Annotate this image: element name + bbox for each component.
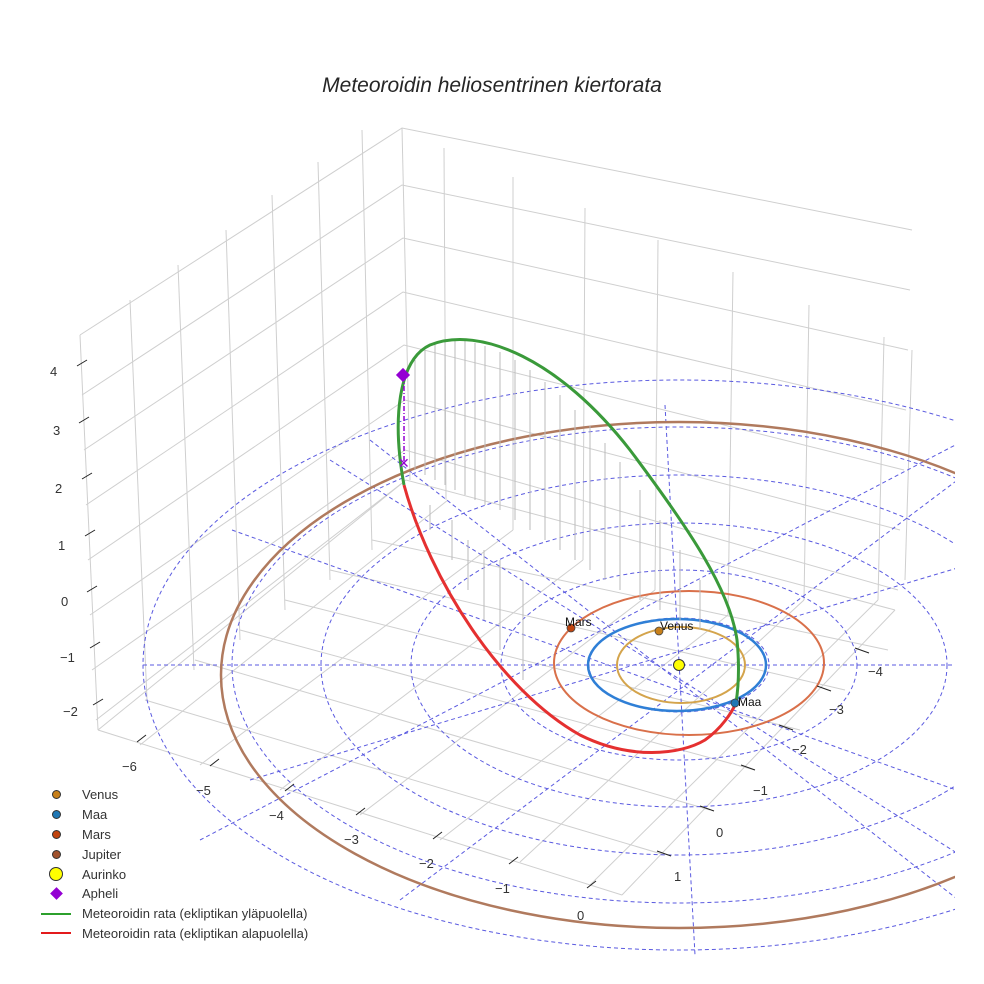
x-axis: −6 −5 −4 −3 −2 −1 0 xyxy=(122,734,597,923)
venus-circle-icon xyxy=(51,790,61,800)
back-pane-grid xyxy=(79,127,913,896)
svg-text:−3: −3 xyxy=(829,702,844,717)
svg-text:0: 0 xyxy=(577,908,584,923)
z-axis: 4 3 2 1 0 −1 −2 xyxy=(50,359,104,719)
svg-text:−2: −2 xyxy=(63,704,78,719)
svg-text:−4: −4 xyxy=(868,664,883,679)
planets: Mars Venus Maa xyxy=(565,615,762,709)
mars-label: Mars xyxy=(565,615,592,629)
sun-marker xyxy=(673,659,685,671)
planet-orbits xyxy=(219,420,955,930)
legend-item-maa[interactable]: Maa xyxy=(38,805,308,825)
mars-marker xyxy=(566,623,576,633)
earth-circle-icon xyxy=(51,810,61,820)
red-line-icon xyxy=(41,932,71,935)
venus-marker xyxy=(654,626,664,636)
jupiter-orbit xyxy=(219,420,955,930)
orbit-drop-lines xyxy=(414,340,701,680)
orbit-below-ecliptic xyxy=(402,484,738,754)
meteoroid-orbit xyxy=(396,338,741,754)
svg-text:−5: −5 xyxy=(196,783,211,798)
legend-item-venus[interactable]: Venus xyxy=(38,785,308,805)
legend-item-orbit-below[interactable]: Meteoroidin rata (ekliptikan alapuolella… xyxy=(38,924,308,944)
svg-text:−2: −2 xyxy=(792,742,807,757)
aphelion-diamond-icon xyxy=(395,367,411,383)
aphelion-marker-group: ✕ xyxy=(395,367,411,472)
green-line-icon xyxy=(41,912,71,915)
svg-text:−4: −4 xyxy=(269,808,284,823)
earth-orbit xyxy=(586,617,768,713)
legend-item-jupiter[interactable]: Jupiter xyxy=(38,844,308,864)
venus-orbit xyxy=(616,626,746,704)
legend: Venus Maa Mars Jupiter Aurinko Apheli Me… xyxy=(38,785,308,943)
svg-text:−2: −2 xyxy=(419,856,434,871)
chart-title: Meteoroidin heliosentrinen kiertorata xyxy=(322,74,662,97)
jupiter-circle-icon xyxy=(51,849,61,859)
svg-text:3: 3 xyxy=(53,423,60,438)
mars-orbit xyxy=(553,590,825,736)
svg-text:0: 0 xyxy=(716,825,723,840)
orbit-above-ecliptic xyxy=(396,338,741,704)
svg-text:−1: −1 xyxy=(753,783,768,798)
svg-text:1: 1 xyxy=(58,538,65,553)
legend-item-aurinko[interactable]: Aurinko xyxy=(38,864,308,884)
legend-item-orbit-above[interactable]: Meteoroidin rata (ekliptikan yläpuolella… xyxy=(38,904,308,924)
ecliptic-reference-grid xyxy=(142,379,955,956)
svg-text:−1: −1 xyxy=(495,881,510,896)
legend-item-apheli[interactable]: Apheli xyxy=(38,884,308,904)
aphelion-diamond-icon xyxy=(49,887,63,901)
svg-text:0: 0 xyxy=(61,594,68,609)
svg-text:−1: −1 xyxy=(60,650,75,665)
svg-text:1: 1 xyxy=(674,869,681,884)
svg-text:4: 4 xyxy=(50,364,57,379)
y-axis: −4 −3 −2 −1 0 1 xyxy=(656,647,883,884)
earth-marker xyxy=(730,698,740,708)
aphelion-projection-x-icon: ✕ xyxy=(398,456,410,472)
svg-text:−3: −3 xyxy=(344,832,359,847)
venus-label: Venus xyxy=(660,619,693,633)
legend-item-mars[interactable]: Mars xyxy=(38,825,308,845)
sun-circle-icon xyxy=(49,867,63,882)
svg-text:2: 2 xyxy=(55,481,62,496)
svg-text:−6: −6 xyxy=(122,759,137,774)
earth-label: Maa xyxy=(738,695,762,709)
mars-circle-icon xyxy=(51,829,61,839)
